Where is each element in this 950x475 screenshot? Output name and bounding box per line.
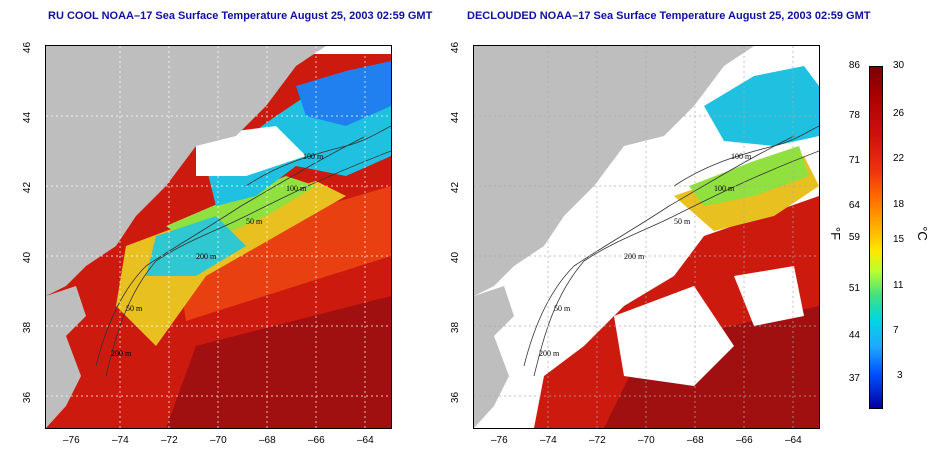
y-tick: 38	[450, 321, 462, 334]
contour-label-50m-lower: 50 m	[126, 304, 143, 313]
ocean-cold	[296, 61, 391, 126]
fahrenheit-tick: 51	[848, 283, 860, 294]
celsius-tick: 7	[893, 325, 899, 336]
contour-100m	[245, 125, 391, 187]
fahrenheit-tick: 86	[848, 60, 860, 71]
x-tick: –66	[308, 435, 325, 446]
x-tick: –76	[491, 435, 508, 446]
x-tick: –68	[259, 435, 276, 446]
gridlines	[474, 46, 819, 428]
contour-label-200m-upper: 200 m	[624, 252, 645, 261]
right-map-canvas: 100 m 100 m 50 m 200 m 50 m 200 m	[474, 46, 819, 428]
decloud-gap-1	[614, 286, 734, 386]
ocean-cool	[704, 66, 819, 146]
y-tick: 36	[22, 391, 34, 404]
land-mainland-north	[46, 46, 326, 296]
land-mainland-south	[474, 286, 514, 428]
celsius-tick: 15	[893, 234, 905, 245]
y-tick: 40	[450, 251, 462, 264]
contour-50m	[523, 135, 795, 367]
fahrenheit-tick: 71	[848, 155, 860, 166]
x-tick: –64	[357, 435, 374, 446]
celsius-tick: 26	[893, 108, 905, 119]
y-tick: 36	[450, 391, 462, 404]
contour-label-200m-upper: 200 m	[196, 252, 217, 261]
contour-label-100m-lower: 100 m	[286, 184, 307, 193]
x-tick: –72	[161, 435, 178, 446]
decloud-gap-2	[734, 266, 804, 326]
y-tick: 44	[450, 111, 462, 124]
ocean-cool-shelf	[146, 216, 246, 276]
contour-label-200m-lower: 200 m	[539, 349, 560, 358]
contour-50m	[95, 135, 367, 367]
celsius-tick: 18	[893, 199, 905, 210]
gridlines	[46, 46, 391, 428]
left-map-title: RU COOL NOAA–17 Sea Surface Temperature …	[48, 10, 433, 22]
contour-label-100m-upper: 100 m	[731, 152, 752, 161]
contour-label-50m-upper: 50 m	[674, 217, 691, 226]
temperature-colorbar	[869, 66, 883, 409]
ocean-green	[689, 146, 809, 206]
celsius-unit-label: °C	[914, 226, 930, 241]
ocean-warm-deep	[166, 296, 391, 428]
contour-100m	[673, 125, 819, 187]
celsius-tick: 22	[893, 153, 905, 164]
fahrenheit-tick: 59	[848, 232, 860, 243]
y-tick: 40	[22, 251, 34, 264]
fahrenheit-tick: 78	[848, 110, 860, 121]
right-map-title: DECLOUDED NOAA–17 Sea Surface Temperatur…	[467, 10, 871, 22]
x-tick: –74	[112, 435, 129, 446]
x-tick: –66	[736, 435, 753, 446]
land-mainland-south	[46, 286, 86, 428]
x-tick: –74	[540, 435, 557, 446]
contour-label-50m-lower: 50 m	[554, 304, 571, 313]
celsius-tick: 30	[893, 60, 905, 71]
contour-label-100m-lower: 100 m	[714, 184, 735, 193]
x-tick: –76	[63, 435, 80, 446]
y-tick: 46	[22, 41, 34, 54]
left-map-panel: 100 m 100 m 50 m 200 m 50 m 200 m	[45, 45, 392, 429]
contour-200m	[105, 150, 391, 377]
fahrenheit-unit-label: °F	[828, 226, 844, 241]
fahrenheit-tick: 44	[848, 330, 860, 341]
y-tick: 44	[22, 111, 34, 124]
contour-label-200m-lower: 200 m	[111, 349, 132, 358]
x-tick: –64	[785, 435, 802, 446]
x-tick: –68	[687, 435, 704, 446]
ocean-yellow	[116, 181, 346, 346]
land-mainland-north	[474, 46, 754, 296]
celsius-tick: 11	[893, 280, 904, 291]
celsius-tick: 3	[897, 370, 903, 381]
left-map-canvas: 100 m 100 m 50 m 200 m 50 m 200 m	[46, 46, 391, 428]
fahrenheit-tick: 64	[848, 200, 860, 211]
x-tick: –70	[638, 435, 655, 446]
ocean-orange	[176, 186, 391, 321]
contour-label-100m-upper: 100 m	[303, 152, 324, 161]
y-tick: 38	[22, 321, 34, 334]
right-map-panel: 100 m 100 m 50 m 200 m 50 m 200 m	[473, 45, 820, 429]
fahrenheit-tick: 37	[848, 373, 860, 384]
y-tick: 46	[450, 41, 462, 54]
x-tick: –70	[210, 435, 227, 446]
y-tick: 42	[22, 181, 34, 194]
contour-label-50m-upper: 50 m	[246, 217, 263, 226]
y-tick: 42	[450, 181, 462, 194]
contour-200m	[533, 150, 819, 377]
x-tick: –72	[589, 435, 606, 446]
